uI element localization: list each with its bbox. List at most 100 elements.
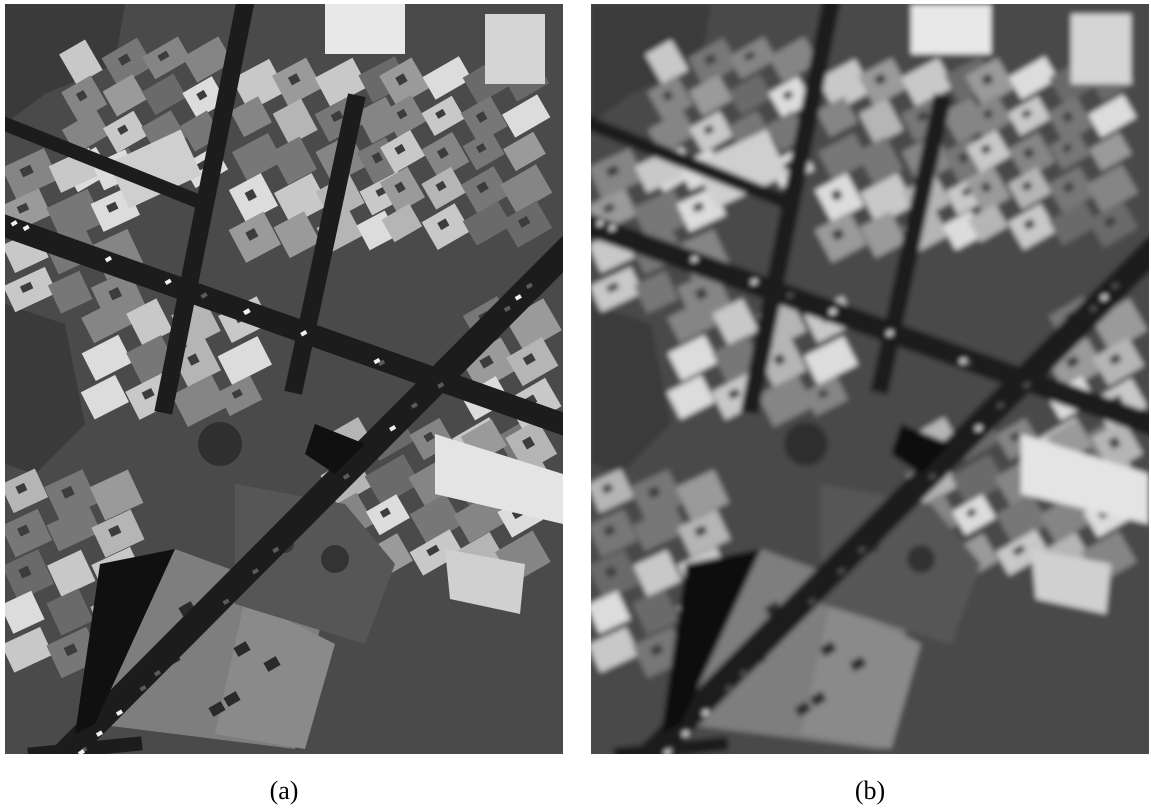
roof-detail	[117, 124, 129, 136]
roof-detail	[694, 287, 709, 301]
car	[243, 308, 251, 316]
rooftop-opening	[178, 601, 196, 617]
roof-detail	[1108, 436, 1121, 450]
roof-detail	[1021, 180, 1033, 192]
roof-detail	[371, 151, 383, 164]
car	[22, 224, 30, 232]
building-roof	[632, 505, 688, 552]
rooftop-opening	[794, 701, 812, 717]
building-roof	[1021, 434, 1149, 524]
roof-detail	[694, 524, 708, 538]
urban-scene	[591, 4, 1149, 754]
building-roof	[503, 131, 546, 172]
car	[300, 330, 308, 337]
aerial-image-a	[5, 4, 563, 754]
building-roof	[816, 96, 858, 138]
building-roof	[422, 56, 472, 100]
roof-detail	[16, 202, 30, 214]
building-roof	[632, 188, 690, 243]
road	[284, 93, 366, 395]
roof-detail	[605, 281, 620, 294]
roof-detail	[649, 643, 664, 657]
roof-detail	[244, 188, 257, 202]
building-roof	[462, 201, 512, 246]
urban-scene	[5, 4, 563, 754]
roof-detail	[981, 73, 994, 86]
roof-detail	[18, 565, 32, 579]
car	[701, 709, 710, 717]
roof-detail	[980, 181, 992, 194]
roof-detail	[437, 218, 450, 231]
car	[139, 685, 147, 692]
aerial-scene-b	[591, 4, 1149, 754]
road	[591, 116, 801, 214]
car	[437, 382, 445, 389]
building-roof	[967, 203, 1009, 243]
roof-detail	[1012, 544, 1026, 557]
building-roof	[817, 133, 870, 181]
roof-detail	[522, 353, 536, 366]
building-roof	[81, 297, 134, 344]
rooftop-opening	[849, 656, 867, 672]
roof-detail	[196, 89, 208, 101]
building-roof	[89, 469, 144, 521]
car	[996, 402, 1005, 409]
roof-detail	[231, 388, 243, 399]
building-roof	[5, 626, 54, 673]
building-roof	[727, 73, 773, 116]
building-roof	[803, 336, 858, 385]
building-roof	[381, 203, 423, 243]
building-roof	[505, 298, 562, 352]
building-shadow	[75, 549, 175, 734]
car	[1111, 282, 1119, 290]
car	[858, 546, 866, 554]
car	[389, 425, 397, 432]
car	[886, 330, 894, 337]
car	[222, 598, 230, 605]
car	[410, 402, 419, 409]
roof-detail	[19, 164, 34, 178]
building-roof	[231, 133, 284, 181]
roof-detail	[426, 544, 440, 557]
aerial-image-b	[591, 4, 1149, 754]
car	[964, 359, 972, 367]
car	[525, 282, 533, 290]
roof-detail	[141, 387, 155, 400]
car	[1023, 382, 1031, 389]
tree-cluster	[198, 422, 242, 466]
building-roof	[647, 110, 697, 155]
building-roof	[911, 4, 991, 54]
building-roof	[126, 298, 173, 346]
rooftop-opening	[809, 691, 827, 707]
building-roof	[667, 334, 719, 382]
building-roof	[485, 14, 545, 84]
car	[514, 294, 522, 301]
vegetation-patch	[591, 304, 671, 474]
building-roof	[230, 96, 272, 138]
car	[975, 425, 983, 432]
car	[95, 730, 104, 737]
roof-detail	[287, 73, 301, 86]
building-roof	[591, 590, 631, 634]
roof-detail	[435, 108, 446, 119]
roof-detail	[605, 164, 620, 178]
rooftop-opening	[223, 691, 241, 707]
roof-detail	[61, 485, 75, 499]
building-roof	[1031, 549, 1111, 614]
building-roof	[409, 529, 464, 576]
building-roof	[688, 74, 733, 117]
building-roof	[667, 297, 720, 344]
building-roof	[1008, 56, 1058, 100]
building-roof	[81, 334, 133, 382]
building-roof	[47, 270, 93, 314]
building-roof	[632, 588, 680, 636]
roof-detail	[1023, 218, 1036, 231]
roof-detail	[1022, 147, 1035, 159]
car	[959, 357, 967, 365]
car	[1089, 305, 1097, 313]
roof-detail	[601, 482, 614, 495]
roof-detail	[782, 89, 794, 101]
roof-detail	[379, 507, 391, 518]
building-roof	[995, 529, 1050, 576]
car	[153, 670, 162, 677]
